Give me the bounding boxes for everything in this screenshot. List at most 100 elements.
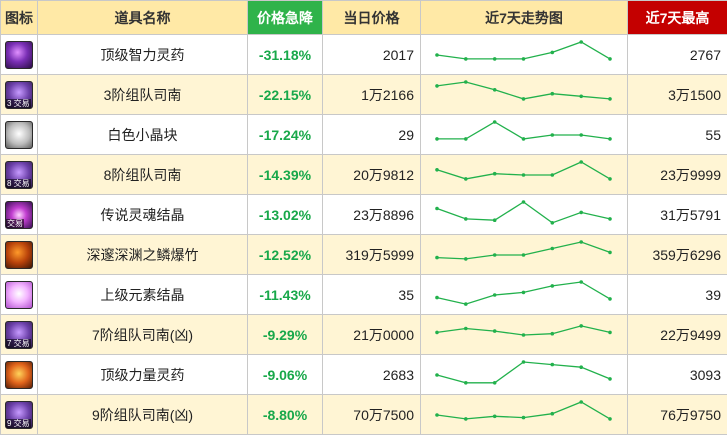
seven-day-max-price: 359万6296: [628, 235, 727, 275]
tradeable-tag: 7 交易: [6, 339, 31, 348]
today-price: 23万8896: [323, 195, 421, 235]
trend-point: [435, 255, 439, 259]
trend-point: [608, 417, 612, 421]
trend-sparkline-cell: [421, 115, 628, 155]
trend-point: [608, 250, 612, 254]
item-name[interactable]: 8阶组队司南: [38, 155, 248, 195]
trend-point: [579, 324, 583, 328]
purple-rune-icon: 8 交易: [5, 161, 33, 189]
seven-day-max-price: 22万9499: [628, 315, 727, 355]
trend-sparkline-cell: [421, 195, 628, 235]
trend-point: [493, 414, 497, 418]
trend-point: [464, 302, 468, 306]
trend-point: [435, 373, 439, 377]
item-icon-cell: 9 交易: [1, 395, 38, 435]
tradeable-tag: 交易: [6, 219, 24, 228]
tradeable-tag: 8 交易: [6, 179, 31, 188]
today-price: 2683: [323, 355, 421, 395]
price-drop-percent: -9.06%: [248, 355, 323, 395]
price-drop-percent: -12.52%: [248, 235, 323, 275]
trend-point: [551, 133, 555, 137]
today-price: 35: [323, 275, 421, 315]
today-price: 2017: [323, 35, 421, 75]
trend-point: [522, 415, 526, 419]
trend-point: [435, 413, 439, 417]
trend-point: [522, 360, 526, 364]
trend-sparkline-cell: [421, 155, 628, 195]
trend-point: [464, 257, 468, 261]
header-7day-max: 近7天最高: [628, 1, 727, 35]
purple-rune-icon: 9 交易: [5, 401, 33, 429]
trend-sparkline: [421, 36, 626, 74]
trend-sparkline: [421, 156, 626, 194]
today-price: 21万0000: [323, 315, 421, 355]
trend-point: [464, 57, 468, 61]
price-drop-percent: -8.80%: [248, 395, 323, 435]
trend-sparkline: [421, 76, 626, 114]
trend-point: [493, 329, 497, 333]
item-name[interactable]: 顶级智力灵药: [38, 35, 248, 75]
trend-point: [493, 88, 497, 92]
item-icon-cell: [1, 35, 38, 75]
today-price: 70万7500: [323, 395, 421, 435]
trend-sparkline: [421, 196, 626, 234]
tradeable-tag: 3 交易: [6, 99, 31, 108]
trend-point: [551, 50, 555, 54]
item-icon-cell: 3 交易: [1, 75, 38, 115]
price-drop-percent: -22.15%: [248, 75, 323, 115]
trend-point: [522, 200, 526, 204]
item-name[interactable]: 白色小晶块: [38, 115, 248, 155]
trend-point: [608, 377, 612, 381]
item-icon-cell: [1, 235, 38, 275]
trend-point: [435, 295, 439, 299]
trend-sparkline: [421, 236, 626, 274]
trend-line: [437, 42, 610, 59]
table-row[interactable]: 7 交易 7阶组队司南(凶)-9.29%21万0000 22万9499: [1, 315, 727, 355]
trend-point: [522, 290, 526, 294]
item-name[interactable]: 上级元素结晶: [38, 275, 248, 315]
trend-point: [493, 171, 497, 175]
item-icon-cell: [1, 115, 38, 155]
trend-point: [608, 297, 612, 301]
trend-point: [493, 381, 497, 385]
item-name[interactable]: 深邃深渊之鳞爆竹: [38, 235, 248, 275]
trend-point: [435, 206, 439, 210]
trend-point: [435, 84, 439, 88]
item-name[interactable]: 9阶组队司南(凶): [38, 395, 248, 435]
item-name[interactable]: 顶级力量灵药: [38, 355, 248, 395]
price-drop-percent: -9.29%: [248, 315, 323, 355]
trend-point: [551, 91, 555, 95]
trend-point: [522, 57, 526, 61]
purple-orb-icon: [5, 41, 33, 69]
seven-day-max-price: 39: [628, 275, 727, 315]
trend-point: [493, 293, 497, 297]
header-item-name: 道具名称: [38, 1, 248, 35]
trend-sparkline-cell: [421, 355, 628, 395]
item-name[interactable]: 3阶组队司南: [38, 75, 248, 115]
item-icon-cell: 7 交易: [1, 315, 38, 355]
item-icon-cell: 交易: [1, 195, 38, 235]
trend-point: [435, 330, 439, 334]
trend-sparkline: [421, 316, 626, 354]
seven-day-max-price: 76万9750: [628, 395, 727, 435]
strength-potion-icon: [5, 361, 33, 389]
header-price-drop[interactable]: 价格急降: [248, 1, 323, 35]
item-name[interactable]: 传说灵魂结晶: [38, 195, 248, 235]
trend-sparkline-cell: [421, 75, 628, 115]
trend-point: [493, 253, 497, 257]
trend-point: [493, 218, 497, 222]
item-name[interactable]: 7阶组队司南(凶): [38, 315, 248, 355]
trend-sparkline-cell: [421, 395, 628, 435]
trend-point: [608, 97, 612, 101]
trend-point: [522, 333, 526, 337]
